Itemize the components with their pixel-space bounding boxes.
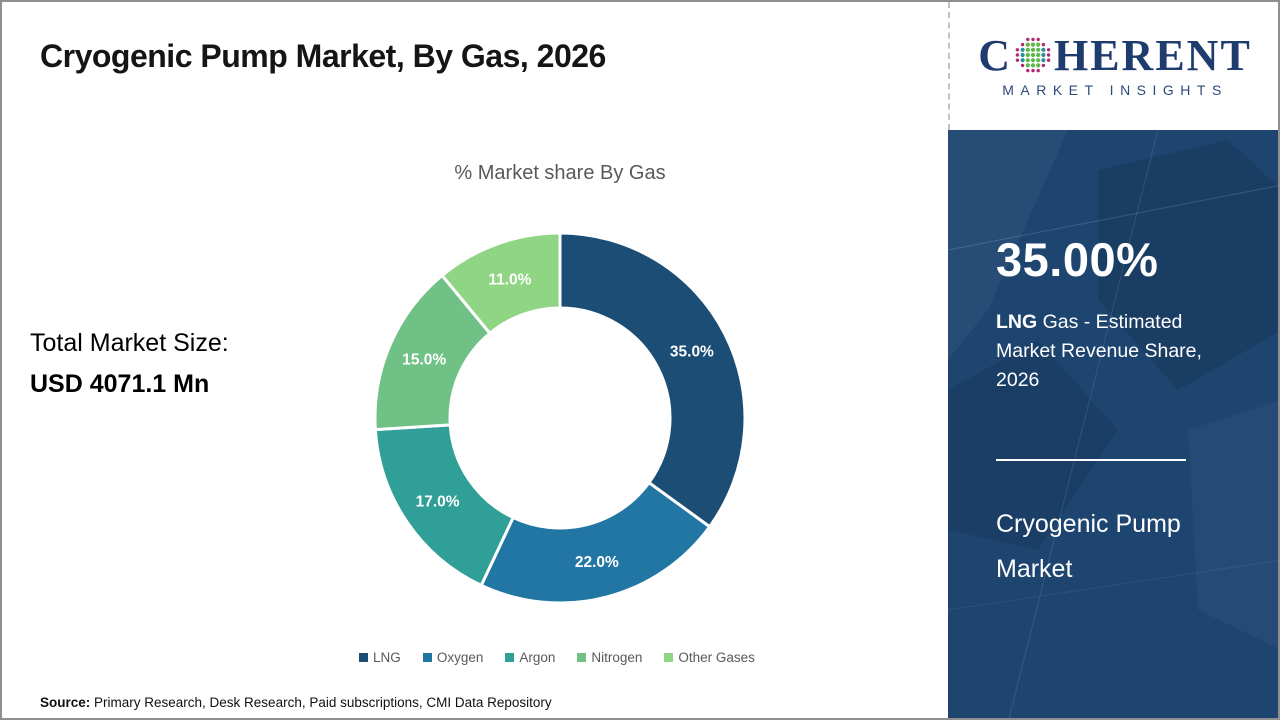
brand-word-herent: HERENT — [1053, 31, 1252, 80]
globe-dot — [1020, 63, 1025, 68]
page-title: Cryogenic Pump Market, By Gas, 2026 — [40, 38, 606, 74]
legend-swatch — [359, 653, 369, 662]
chart-legend: LNG Oxygen Argon Nitrogen Other Gases — [162, 650, 952, 665]
slice-label-lng: 35.0% — [670, 343, 714, 360]
legend-label: LNG — [373, 650, 401, 665]
globe-dot — [1030, 52, 1036, 58]
total-market-size-value: USD 4071.1 Mn — [30, 370, 210, 398]
source-text: Primary Research, Desk Research, Paid su… — [90, 695, 552, 710]
globe-dot — [1020, 42, 1025, 47]
donut-chart-svg: 35.0% 22.0% 17.0% 15.0% 11.0% — [373, 231, 747, 605]
globe-dot — [1036, 47, 1041, 52]
sidebar-divider — [996, 459, 1186, 461]
globe-dot — [1015, 53, 1020, 57]
globe-dot — [1025, 52, 1030, 58]
brand-letter-c: C — [978, 31, 1012, 80]
legend-item-oxygen: Oxygen — [422, 650, 484, 665]
globe-dot — [1041, 58, 1046, 63]
total-market-size-label: Total Market Size: — [30, 329, 229, 357]
dotted-globe-icon — [1015, 37, 1051, 73]
globe-dot — [1046, 53, 1051, 57]
highlight-stat-description: LNG Gas - Estimated Market Revenue Share… — [996, 308, 1234, 395]
highlight-stat-text: Gas - Estimated Market Revenue Share, 20… — [996, 311, 1202, 391]
globe-dot — [1036, 42, 1041, 47]
logo-area: C HERENT MARKET INSIGHTS — [948, 2, 1278, 130]
legend-item-other-gases: Other Gases — [664, 650, 755, 665]
donut-chart: 35.0% 22.0% 17.0% 15.0% 11.0% — [360, 218, 760, 618]
highlight-stat-segment: LNG — [996, 311, 1038, 333]
globe-dot — [1030, 58, 1036, 63]
highlight-stat-value: 35.00% — [996, 233, 1159, 286]
globe-dot — [1015, 48, 1020, 52]
globe-dot — [1025, 63, 1030, 68]
globe-dot — [1036, 52, 1041, 58]
source-line: Source: Primary Research, Desk Research,… — [40, 695, 552, 710]
globe-dot — [1031, 68, 1035, 73]
globe-dot — [1030, 63, 1036, 68]
globe-dot — [1020, 47, 1025, 52]
globe-dot — [1036, 68, 1040, 73]
donut-segment-oxygen — [479, 481, 712, 605]
globe-dot — [1015, 58, 1020, 62]
legend-swatch — [664, 653, 674, 662]
globe-dot — [1036, 58, 1041, 63]
sidebar-market-name: Cryogenic Pump Market — [996, 510, 1181, 583]
globe-dot — [1025, 58, 1030, 63]
legend-label: Other Gases — [678, 650, 755, 665]
legend-item-lng: LNG — [359, 650, 401, 665]
sidebar: 35.00% LNG Gas - Estimated Market Revenu… — [948, 130, 1278, 718]
globe-dot — [1046, 48, 1051, 52]
legend-swatch — [422, 653, 432, 662]
globe-dot — [1026, 37, 1030, 42]
chart-title: % Market share By Gas — [454, 162, 666, 184]
globe-dot — [1025, 42, 1030, 47]
slice-label-oxygen: 22.0% — [575, 554, 619, 571]
legend-swatch — [577, 653, 587, 662]
globe-dot — [1041, 52, 1046, 58]
legend-label: Oxygen — [436, 650, 484, 665]
slice-label-nitrogen: 15.0% — [402, 352, 446, 369]
globe-dot — [1036, 37, 1040, 42]
globe-dot — [1041, 63, 1046, 68]
legend-item-argon: Argon — [505, 650, 555, 665]
donut-segment-other-gases — [440, 231, 562, 335]
legend-label: Nitrogen — [591, 650, 643, 665]
slice-label-argon: 17.0% — [416, 494, 460, 511]
brand-logo: C HERENT — [978, 34, 1252, 78]
globe-dot — [1031, 37, 1035, 42]
globe-dot — [1020, 52, 1025, 58]
legend-label: Argon — [519, 650, 556, 665]
donut-segment-lng — [558, 231, 747, 529]
globe-dot — [1046, 58, 1051, 62]
sidebar-content: 35.00% LNG Gas - Estimated Market Revenu… — [948, 130, 1278, 718]
slice-label-other-gases: 11.0% — [488, 271, 531, 288]
legend-swatch — [505, 653, 515, 662]
globe-dot — [1025, 47, 1030, 52]
globe-dot — [1041, 42, 1046, 47]
globe-dot — [1036, 63, 1041, 68]
legend-item-nitrogen: Nitrogen — [577, 650, 642, 665]
total-market-size-block: Total Market Size: USD 4071.1 Mn — [30, 329, 229, 399]
globe-dot — [1030, 42, 1036, 47]
source-label: Source: — [40, 695, 91, 710]
globe-dot — [1030, 47, 1036, 52]
globe-dot — [1041, 47, 1046, 52]
brand-subtitle: MARKET INSIGHTS — [1002, 82, 1228, 98]
globe-dot — [1026, 68, 1030, 73]
world-map-decoration — [948, 130, 1278, 718]
globe-dot — [1020, 58, 1025, 63]
